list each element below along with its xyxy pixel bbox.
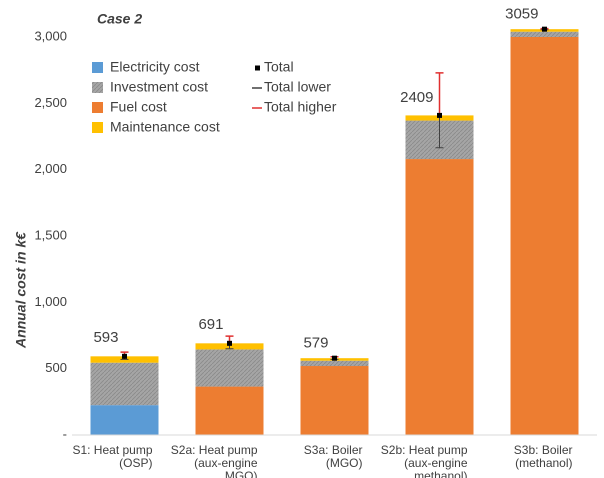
data-label: 691 <box>198 316 223 333</box>
bar-segment <box>510 31 579 37</box>
x-tick-label: S2b: Heat pump (aux-engine methanol) <box>381 443 468 478</box>
legend-label: Total higher <box>264 99 337 115</box>
x-tick-label: S1: Heat pump (OSP) <box>72 443 152 470</box>
total-marker <box>122 353 127 359</box>
y-tick-label: 2,000 <box>34 161 67 176</box>
bar-segment <box>195 386 264 435</box>
bar-segment <box>90 362 159 406</box>
bar-segment <box>300 366 369 435</box>
legend-swatch <box>92 82 103 93</box>
legend-label: Investment cost <box>110 79 208 95</box>
bar-segment <box>300 360 369 367</box>
x-tick-line: methanol) <box>414 469 467 478</box>
legend-swatch <box>92 62 103 73</box>
legend-label: Maintenance cost <box>110 119 220 135</box>
y-tick-label: 2,500 <box>34 95 67 110</box>
legend-label: Electricity cost <box>110 59 200 75</box>
data-label: 2409 <box>400 89 433 106</box>
x-tick-line: S2b: Heat pump <box>381 443 468 457</box>
legend-label: Fuel cost <box>110 99 167 115</box>
bar-segment <box>195 349 264 387</box>
y-tick-label: 3,000 <box>34 28 67 43</box>
legend-swatch <box>92 102 103 113</box>
data-label: 593 <box>93 329 118 346</box>
y-axis-label: Annual cost in k€ <box>13 231 29 349</box>
x-tick-line: MGO) <box>225 469 258 478</box>
chart-title: Case 2 <box>97 11 142 27</box>
total-marker <box>332 355 337 361</box>
bar-segment <box>405 159 474 435</box>
x-tick-line: (aux-engine <box>194 456 258 470</box>
y-tick-label: 500 <box>45 360 67 375</box>
data-label: 3059 <box>505 6 538 23</box>
x-tick-line: S3a: Boiler <box>304 443 363 457</box>
bar-segment <box>510 37 579 435</box>
y-tick-label: 1,500 <box>34 227 67 242</box>
x-tick-line: (OSP) <box>119 456 152 470</box>
x-tick-label: S3b: Boiler (methanol) <box>514 443 573 470</box>
data-label: 579 <box>303 335 328 352</box>
x-tick-line: (methanol) <box>515 456 572 470</box>
total-marker <box>437 112 442 118</box>
error-lower <box>435 115 444 149</box>
total-marker <box>542 26 547 32</box>
total-marker <box>227 340 232 346</box>
x-tick-label: S2a: Heat pump (aux-engine MGO) <box>171 443 258 478</box>
legend-label: Total <box>264 59 294 75</box>
x-tick-line: S3b: Boiler <box>514 443 573 457</box>
y-tick-label: 1,000 <box>34 294 67 309</box>
x-tick-line: (aux-engine <box>404 456 468 470</box>
x-tick-line: (MGO) <box>326 456 363 470</box>
legend-label: Total lower <box>264 79 331 95</box>
x-tick-label: S3a: Boiler (MGO) <box>304 443 363 470</box>
bar-segment <box>90 405 159 435</box>
x-tick-line: S1: Heat pump <box>72 443 152 457</box>
y-tick-label: - <box>63 426 67 441</box>
error-higher <box>435 72 444 116</box>
x-tick-line: S2a: Heat pump <box>171 443 258 457</box>
legend-swatch <box>255 65 260 71</box>
legend-swatch <box>92 122 103 133</box>
